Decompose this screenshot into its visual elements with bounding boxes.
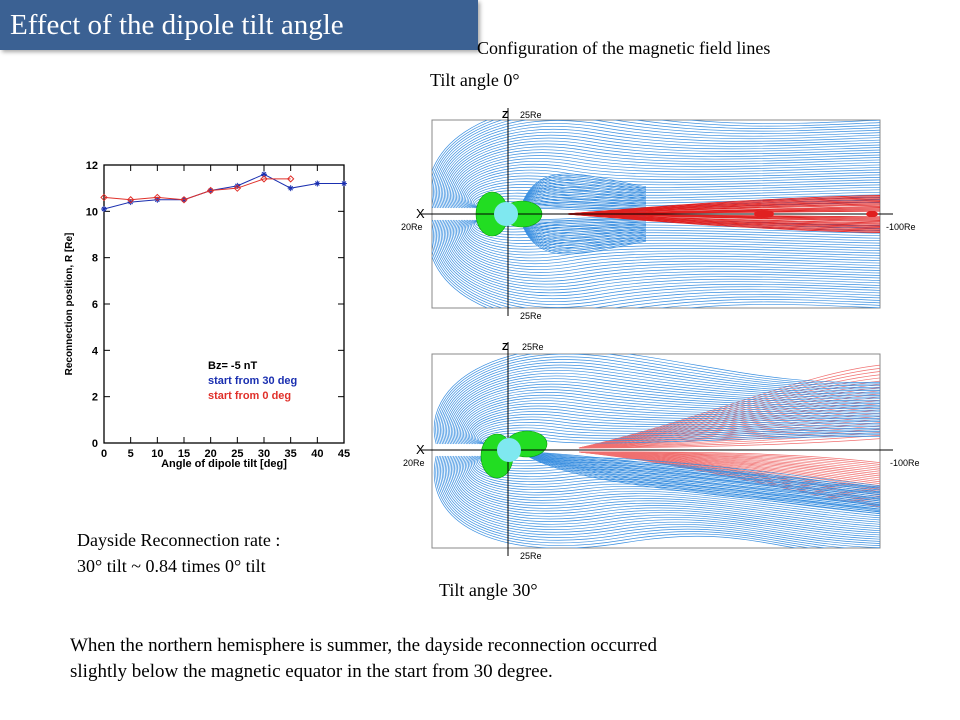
data-point [287,185,294,192]
data-point [260,175,268,183]
x-tick-label: 40 [311,448,323,460]
summary-line-1: When the northern hemisphere is summer, … [70,635,657,656]
data-point [180,196,188,204]
reconnection-rate-note: Dayside Reconnection rate : 30° tilt ~ 0… [77,527,280,579]
field-lines-red [565,195,880,233]
x-tick-label: 20 [205,448,217,460]
y-tick-label: 6 [92,299,98,311]
data-point [341,180,347,187]
x-tick-label: 25 [231,448,243,460]
x-tick-label: 10 [151,448,163,460]
x-tick-label: 30 [258,448,270,460]
left-distance-label: 20Re [403,458,425,468]
z-label: Z [502,110,508,121]
x-tick-label: 35 [285,448,297,460]
data-point [126,196,135,204]
reconnection-position-chart: 0 5 10 15 20 25 30 35 40 45 0 2 4 6 8 10 12 Reconnection… [64,160,350,470]
config-caption: Configuration of the magnetic field line… [477,38,771,58]
legend-series-0: start from 0 deg [208,390,291,402]
data-point [100,193,108,202]
x-tick-label: 5 [128,448,134,460]
earth [497,438,521,462]
y-tick-label: 2 [92,392,98,404]
plasmoid-tail [866,211,878,217]
field-lines-tilt-30: Z 25Re X 20Re -100Re 25Re [403,342,920,561]
y-tick-label: 0 [92,438,98,450]
y-axis-label: Reconnection position, R [Re] [64,233,75,376]
y-tick-label: 4 [92,345,99,357]
top-distance-label: 25Re [522,342,544,352]
field-lines-tilt-0: Z 25Re X 20Re -100Re 25Re [401,108,916,321]
x-tick-label: 15 [178,448,190,460]
series-line [103,178,291,201]
y-tick-label: 8 [92,253,98,265]
right-distance-label: -100Re [890,458,920,468]
x-label: X [416,206,425,221]
z-label: Z [502,342,508,353]
field-lines-blue [432,120,880,308]
bottom-distance-label: 25Re [520,311,542,321]
earth [494,202,518,226]
rate-line-2: 30° tilt ~ 0.84 times 0° tilt [77,556,266,576]
x-axis-label: Angle of dipole tilt [deg] [161,458,287,470]
data-point [101,206,107,213]
summary-line-2: slightly below the magnetic equator in t… [70,661,553,682]
y-tick-label: 10 [86,206,98,218]
series-line [103,173,344,210]
tilt30-caption: Tilt angle 30° [439,580,538,600]
title-bar: Effect of the dipole tilt angle [0,0,478,50]
rate-line-1: Dayside Reconnection rate : [77,530,281,550]
data-point [233,184,242,192]
x-tick-label: 0 [101,448,107,460]
legend-series-30: start from 30 deg [208,375,297,387]
left-distance-label: 20Re [401,222,423,232]
plasmoid [754,210,774,218]
data-point [206,186,215,195]
summary-note: When the northern hemisphere is summer, … [70,633,657,685]
x-tick-label: 45 [338,448,350,460]
data-point [153,193,162,202]
bottom-distance-label: 25Re [520,551,542,561]
data-point [286,175,295,183]
tilt0-caption: Tilt angle 0° [430,70,520,90]
slide-title: Effect of the dipole tilt angle [10,9,344,41]
legend-title: Bz= -5 nT [208,360,257,372]
y-tick-label: 12 [86,160,98,172]
data-point [314,180,321,187]
top-distance-label: 25Re [520,110,542,120]
right-distance-label: -100Re [886,222,916,232]
x-label: X [416,442,425,457]
